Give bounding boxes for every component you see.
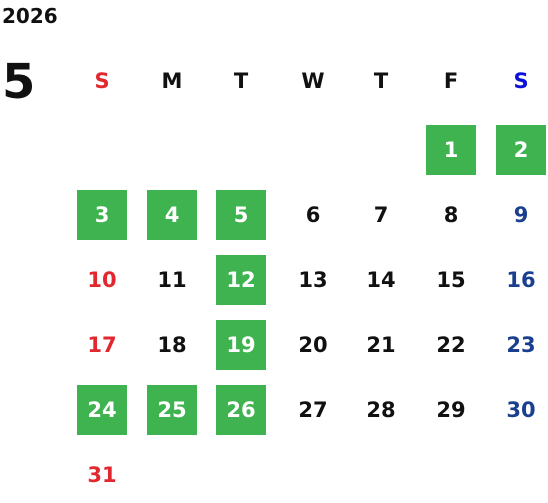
calendar-day[interactable]: 9: [513, 203, 529, 227]
calendar-day[interactable]: 20: [298, 333, 328, 357]
calendar-day-highlighted[interactable]: 5: [216, 190, 266, 240]
calendar-day[interactable]: 7: [373, 203, 389, 227]
month-number: 5: [2, 54, 36, 110]
weekday-header: T: [233, 69, 249, 93]
weekday-header: S: [513, 69, 529, 93]
calendar-day[interactable]: 23: [506, 333, 536, 357]
calendar-day[interactable]: 27: [298, 398, 328, 422]
weekday-header: T: [373, 69, 389, 93]
calendar-day-highlighted[interactable]: 26: [216, 385, 266, 435]
weekday-header: W: [301, 69, 325, 93]
calendar-day[interactable]: 15: [436, 268, 466, 292]
calendar-day[interactable]: 30: [506, 398, 536, 422]
calendar-day[interactable]: 31: [87, 463, 117, 487]
weekday-header: S: [94, 69, 110, 93]
calendar-day[interactable]: 10: [87, 268, 117, 292]
calendar-day[interactable]: 11: [157, 268, 187, 292]
calendar-day-highlighted[interactable]: 2: [496, 125, 546, 175]
calendar-day[interactable]: 6: [305, 203, 321, 227]
weekday-header: M: [161, 69, 183, 93]
calendar-day-highlighted[interactable]: 12: [216, 255, 266, 305]
weekday-header: F: [443, 69, 459, 93]
calendar-day[interactable]: 28: [366, 398, 396, 422]
calendar-day[interactable]: 22: [436, 333, 466, 357]
calendar-day[interactable]: 21: [366, 333, 396, 357]
calendar-day[interactable]: 14: [366, 268, 396, 292]
calendar-day-highlighted[interactable]: 4: [147, 190, 197, 240]
calendar-day-highlighted[interactable]: 3: [77, 190, 127, 240]
calendar-day[interactable]: 16: [506, 268, 536, 292]
calendar-day[interactable]: 17: [87, 333, 117, 357]
calendar-day-highlighted[interactable]: 24: [77, 385, 127, 435]
year-label: 2026: [2, 4, 58, 28]
calendar-day-highlighted[interactable]: 25: [147, 385, 197, 435]
calendar-day[interactable]: 13: [298, 268, 328, 292]
calendar-day[interactable]: 29: [436, 398, 466, 422]
calendar-day-highlighted[interactable]: 19: [216, 320, 266, 370]
calendar-day[interactable]: 18: [157, 333, 187, 357]
calendar-day[interactable]: 8: [443, 203, 459, 227]
calendar-day-highlighted[interactable]: 1: [426, 125, 476, 175]
